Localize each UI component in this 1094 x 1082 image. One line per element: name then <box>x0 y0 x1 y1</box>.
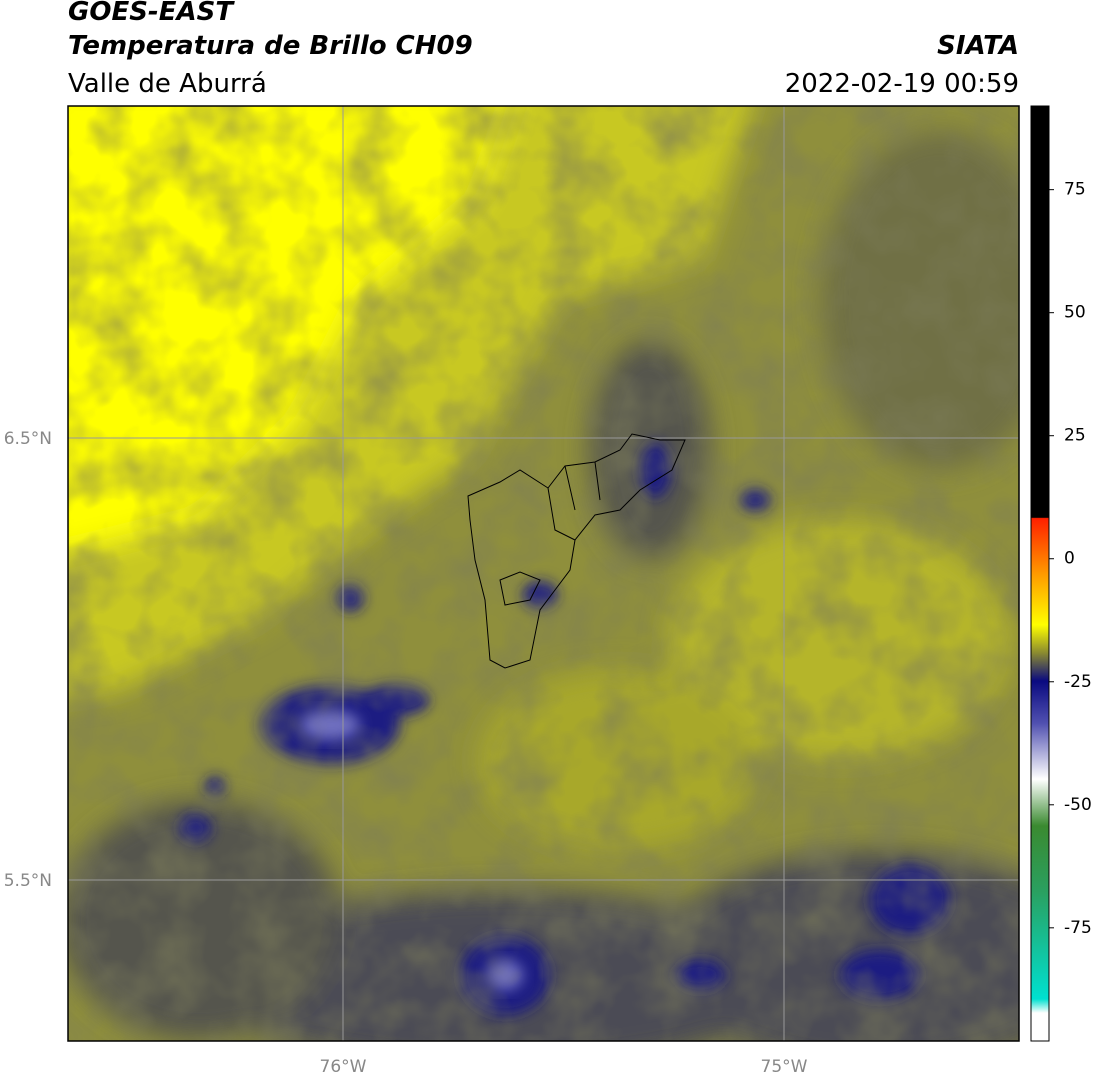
title: GOES-EAST <box>68 0 235 27</box>
lon-label: 75°W <box>761 1057 808 1077</box>
lat-label: 6.5°N <box>4 429 52 449</box>
lon-label: 76°W <box>320 1057 367 1077</box>
colorbar-tick-label: 50 <box>1064 303 1086 323</box>
colorbar-tick-label: -75 <box>1064 918 1092 938</box>
datetime: 2022-02-19 00:59 <box>785 69 1019 99</box>
region: Valle de Aburrá <box>68 69 267 99</box>
colorbar <box>1030 105 1050 1042</box>
colorbar-tick-label: 0 <box>1064 549 1075 569</box>
colorbar-tick-label: -50 <box>1064 795 1092 815</box>
source: SIATA <box>937 31 1019 61</box>
map-image <box>68 106 1019 1041</box>
map-frame <box>67 105 1020 1042</box>
colorbar-tick-label: 75 <box>1064 180 1086 200</box>
lat-label: 5.5°N <box>4 871 52 891</box>
colorbar-tick-label: 25 <box>1064 426 1086 446</box>
colorbar-tick-label: -25 <box>1064 672 1092 692</box>
subtitle: Temperatura de Brillo CH09 <box>68 31 473 61</box>
